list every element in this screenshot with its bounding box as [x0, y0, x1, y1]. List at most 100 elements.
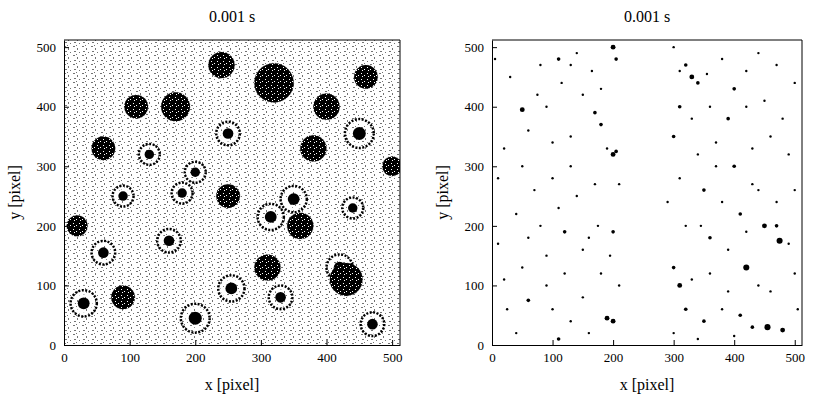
- tick-mark: [734, 340, 735, 345]
- particle: [743, 265, 749, 271]
- ring-edge: [218, 275, 244, 301]
- particle: [503, 278, 505, 280]
- particle: [787, 153, 789, 155]
- particle: [797, 308, 799, 310]
- particle: [497, 177, 499, 179]
- tick: 300: [465, 159, 498, 174]
- tick-mark: [674, 340, 675, 345]
- particle: [697, 153, 699, 155]
- particle: [678, 70, 680, 72]
- tick: 500: [37, 40, 70, 55]
- tick-label: 100: [543, 350, 563, 365]
- tick-label: 500: [37, 40, 57, 55]
- frame: [492, 40, 802, 41]
- particle: [527, 299, 531, 303]
- tick-mark: [64, 345, 69, 346]
- ring: [172, 183, 193, 204]
- ring-edge: [342, 197, 363, 218]
- tick: 100: [120, 340, 140, 365]
- ring-edge: [269, 286, 293, 310]
- particle: [709, 106, 711, 108]
- particle: [738, 313, 742, 317]
- ring-edge: [258, 204, 284, 230]
- tick-mark: [492, 47, 497, 48]
- ring-gap: [187, 164, 203, 180]
- particle: [606, 147, 608, 149]
- particle: [726, 117, 730, 121]
- tick: 400: [317, 340, 337, 365]
- ring-gap: [348, 123, 370, 145]
- dark-patch: [216, 184, 240, 208]
- particle: [697, 338, 699, 340]
- particle: [600, 272, 602, 274]
- particle: [708, 236, 712, 240]
- panel: 010020030040050001002003004005000.001 sx…: [434, 8, 805, 394]
- tick-mark: [261, 340, 262, 345]
- particle: [733, 335, 735, 337]
- plot-background: [492, 40, 802, 345]
- particle: [678, 105, 682, 109]
- particle: [666, 201, 668, 203]
- particle: [780, 328, 785, 333]
- particle: [757, 284, 759, 286]
- particle: [582, 296, 584, 298]
- tick-label: 500: [383, 350, 403, 365]
- ring-core: [275, 292, 286, 303]
- tick: 500: [785, 340, 805, 365]
- ring-edge: [139, 144, 160, 165]
- dark-patch: [161, 92, 190, 121]
- ring: [181, 304, 210, 333]
- tick-mark: [553, 340, 554, 345]
- particle: [539, 64, 541, 66]
- ring-core: [191, 168, 200, 177]
- ring-gap: [345, 200, 361, 216]
- plot-area: [64, 40, 400, 345]
- particle: [545, 284, 547, 286]
- particle: [672, 332, 674, 334]
- particle: [727, 290, 729, 292]
- dark-patch: [124, 95, 148, 119]
- tick-mark: [392, 340, 393, 345]
- frame: [802, 40, 803, 345]
- particle: [593, 111, 597, 115]
- tick: 200: [186, 340, 206, 365]
- particle: [691, 278, 693, 280]
- x-axis: 0100200300400500: [61, 340, 402, 365]
- tick-label: 100: [465, 278, 485, 293]
- particle: [685, 225, 687, 227]
- particle: [794, 272, 796, 274]
- particle: [503, 147, 505, 149]
- particle: [570, 64, 572, 66]
- particle: [775, 201, 777, 203]
- ring: [113, 186, 134, 207]
- dark-patch: [382, 156, 400, 176]
- ring: [269, 286, 293, 310]
- particle: [551, 177, 553, 179]
- particle: [684, 307, 688, 311]
- dark-patch: [208, 52, 234, 78]
- particle: [560, 82, 562, 84]
- tick: 200: [604, 340, 624, 365]
- axis-line: [65, 345, 401, 346]
- panel-title: 0.001 s: [209, 8, 255, 25]
- y-axis: 0100200300400500: [37, 40, 70, 353]
- particle: [691, 117, 693, 119]
- particle: [745, 231, 747, 233]
- particle: [521, 165, 523, 167]
- tick-mark: [795, 340, 796, 345]
- tick-label: 0: [489, 350, 496, 365]
- dark-patch: [313, 94, 339, 120]
- tick-label: 200: [186, 350, 206, 365]
- particle: [732, 164, 736, 168]
- tick-mark: [492, 226, 497, 227]
- particle: [745, 106, 747, 108]
- particle: [715, 141, 717, 143]
- particle: [515, 332, 517, 334]
- ring-gap: [95, 244, 113, 262]
- particle: [599, 123, 603, 127]
- particle: [763, 100, 765, 102]
- particle: [545, 254, 547, 256]
- panel: 010020030040050001002003004005000.001 sx…: [6, 8, 402, 394]
- tick: 400: [725, 340, 745, 365]
- particle: [721, 58, 723, 60]
